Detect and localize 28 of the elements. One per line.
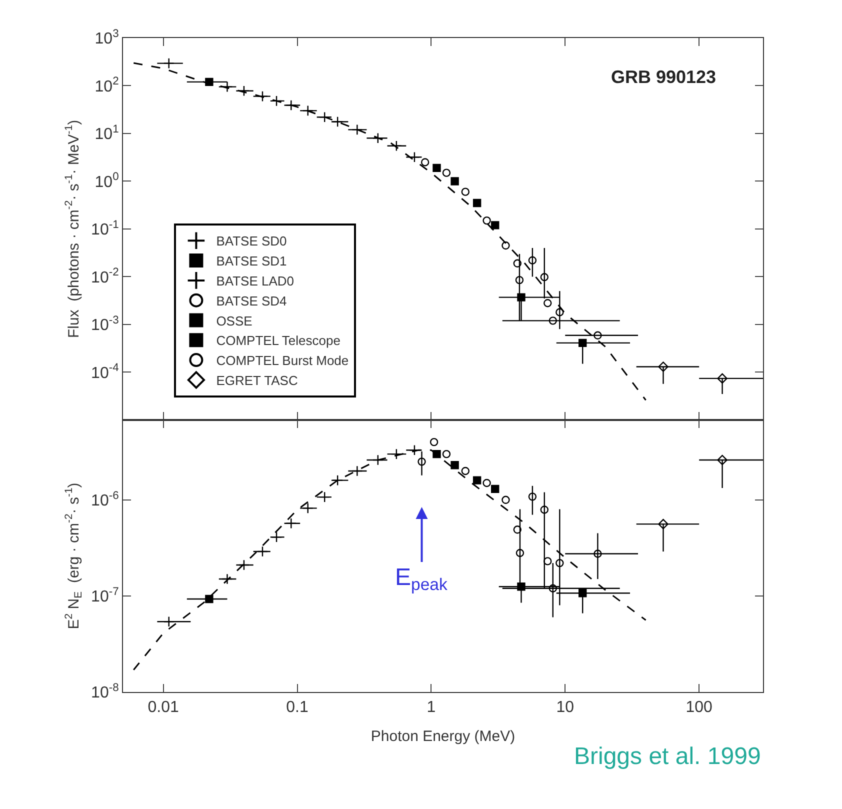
legend-label: BATSE SD4 bbox=[216, 293, 287, 308]
y-tick-label: 10$^{-8}$ bbox=[91, 682, 119, 702]
x-tick-label: 1 bbox=[426, 699, 436, 716]
y-tick-label: 10$^{-3}$ bbox=[91, 314, 119, 334]
legend-label: BATSE SD1 bbox=[216, 254, 287, 269]
y-tick-label: 10$^{-7}$ bbox=[91, 586, 119, 606]
y-tick-label: 10$^{-2}$ bbox=[91, 266, 119, 286]
x-tick-label: 0.01 bbox=[148, 699, 179, 716]
legend-label: EGRET TASC bbox=[216, 373, 298, 388]
y-tick-label: 10$^{1}$ bbox=[94, 123, 119, 144]
legend-label: BATSE SD0 bbox=[216, 234, 287, 249]
x-tick-label: 100 bbox=[686, 699, 713, 716]
y-tick-label: 10$^{-4}$ bbox=[91, 362, 119, 382]
legend-label: COMPTEL Burst Mode bbox=[216, 353, 349, 368]
legend-label: OSSE bbox=[216, 313, 253, 328]
y-tick-label: 10$^{0}$ bbox=[94, 171, 119, 191]
annotation: GRB 990123 bbox=[611, 67, 716, 87]
legend-label: BATSE LAD0 bbox=[216, 274, 294, 289]
y-tick-label: 10$^{2}$ bbox=[94, 76, 119, 96]
annotation: E$_{peak}$ bbox=[395, 564, 448, 594]
y-tick-label: 10$^{-6}$ bbox=[91, 490, 119, 510]
y-tick-label: 10$^{3}$ bbox=[94, 28, 119, 48]
x-tick-label: 10 bbox=[556, 699, 574, 716]
x-tick-label: 0.1 bbox=[286, 699, 308, 716]
text: Briggs et al. 1999 bbox=[574, 743, 761, 770]
legend-label: COMPTEL Telescope bbox=[216, 333, 340, 348]
y-tick-label: 10$^{-1}$ bbox=[91, 218, 119, 239]
x-axis-title: Photon Energy (MeV) bbox=[370, 728, 516, 746]
